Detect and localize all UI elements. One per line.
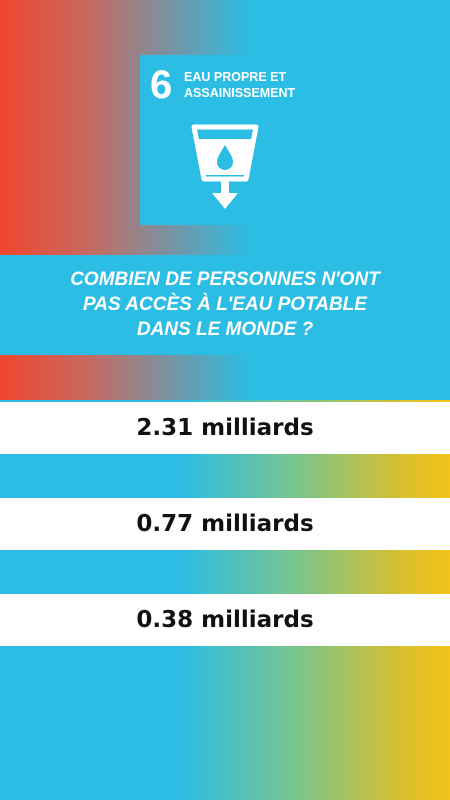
answer-option-3[interactable]: 0.38 milliards [0,594,450,646]
water-glass-icon [191,124,259,209]
middle-gradient-background [0,355,450,400]
sdg-goal-tile: 6 EAU PROPRE ET ASSAINISSEMENT [140,55,310,225]
sdg-title: EAU PROPRE ET ASSAINISSEMENT [184,70,296,100]
answer-option-1-label: 2.31 milliards [136,415,314,441]
question-text: COMBIEN DE PERSONNES N'ONT PAS ACCÈS À L… [70,269,380,340]
question-band-background [0,255,450,355]
answer-option-1[interactable]: 2.31 milliards [0,402,450,454]
answer-option-2[interactable]: 0.77 milliards [0,498,450,550]
answer-option-3-label: 0.38 milliards [136,607,314,633]
sdg-number: 6 [150,63,173,107]
answer-option-2-label: 0.77 milliards [136,511,314,537]
